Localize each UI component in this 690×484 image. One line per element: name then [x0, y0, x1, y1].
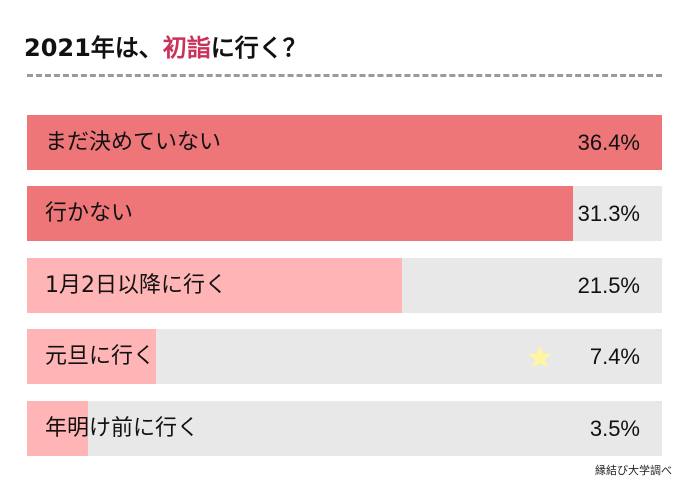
- source-credit: 縁結び大学調べ: [595, 464, 672, 477]
- bar-value: 7.4%: [589, 344, 640, 369]
- title-suffix: に行く？: [210, 34, 307, 62]
- bar-fill: [27, 186, 573, 241]
- bar-fill: [27, 401, 88, 456]
- bar-row: 行かない 31.3%: [27, 186, 662, 241]
- title-prefix: 2021年は、: [24, 34, 163, 62]
- bar-label: 行かない: [45, 201, 134, 226]
- star-icon: [528, 345, 552, 368]
- chart-title: 2021年は、初詣に行く？: [24, 28, 307, 63]
- bar-value: 21.5%: [577, 273, 640, 298]
- dashed-divider: [27, 74, 662, 77]
- bar-row: 年明け前に行く 3.5%: [27, 401, 662, 456]
- bar-value: 36.4%: [577, 130, 640, 155]
- bar-label: 1月2日以降に行く: [45, 273, 227, 298]
- bar-row: 元旦に行く 7.4%: [27, 329, 662, 384]
- bar-label: 年明け前に行く: [45, 416, 200, 441]
- bar-row: 1月2日以降に行く 21.5%: [27, 258, 662, 313]
- bar-fill: [27, 329, 156, 384]
- bar-row: まだ決めていない 36.4%: [27, 115, 662, 170]
- bar-value: 3.5%: [589, 416, 640, 441]
- bar-fill: [27, 115, 662, 170]
- bar-fill: [27, 258, 402, 313]
- title-accent: 初詣: [162, 34, 211, 62]
- bar-label: まだ決めていない: [45, 130, 222, 155]
- bar-label: 元旦に行く: [45, 344, 156, 369]
- bar-value: 31.3%: [577, 201, 640, 226]
